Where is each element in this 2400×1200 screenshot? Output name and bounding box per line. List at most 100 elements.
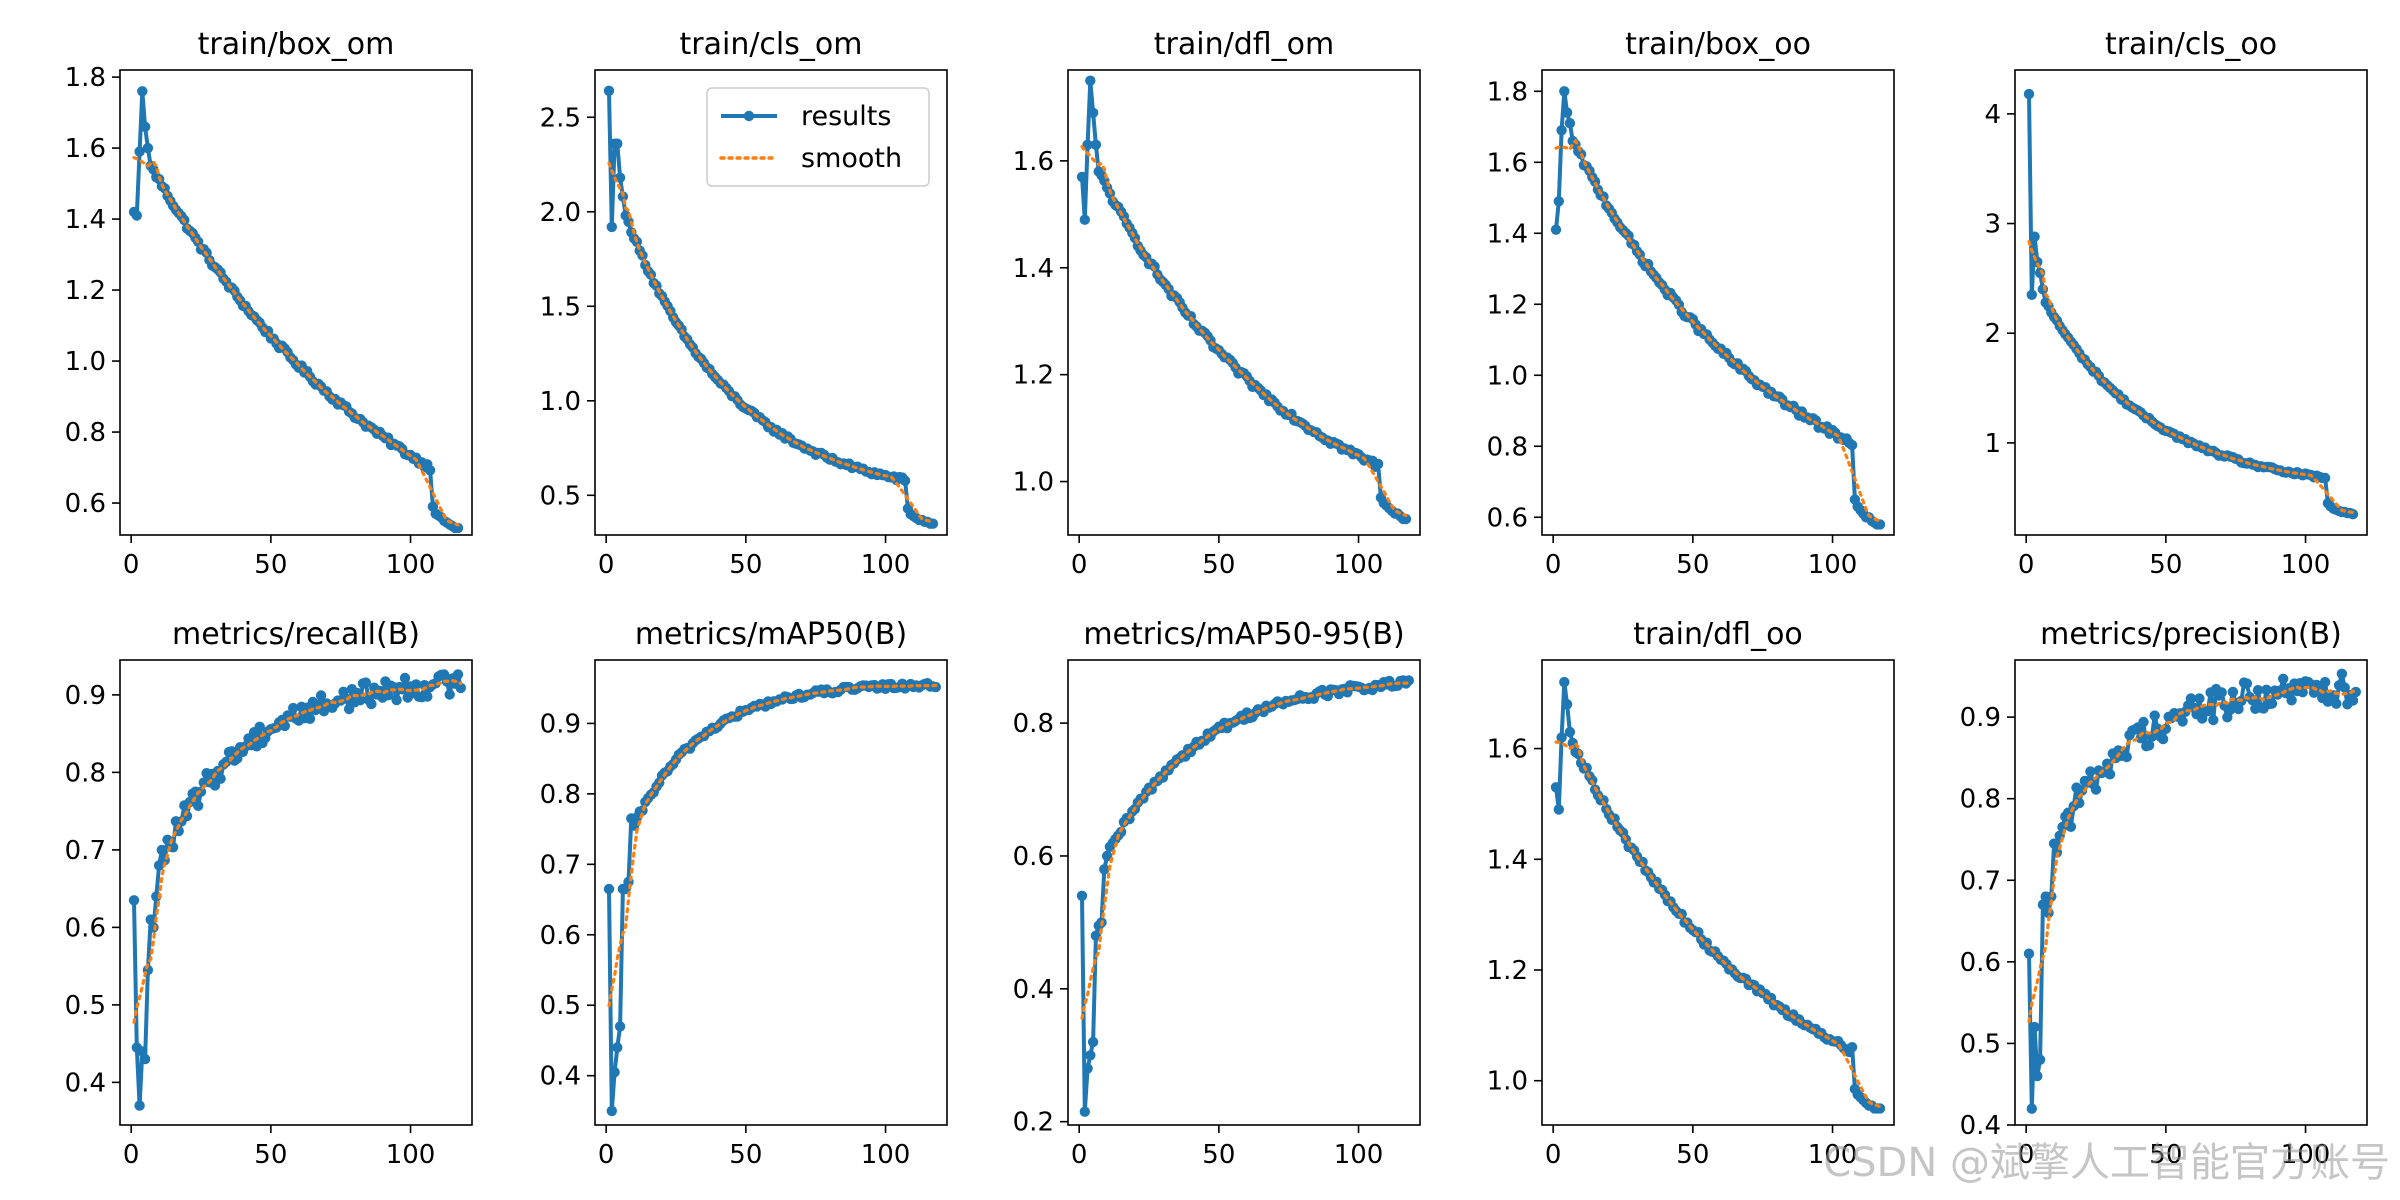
y-tick-label: 1.0: [65, 347, 106, 377]
x-tick-label: 0: [123, 1140, 140, 1170]
x-tick-label: 100: [2281, 1140, 2331, 1170]
results-point: [2032, 1070, 2043, 1082]
chart-panel-5: train/cls_oo 0 50 100 1 2 3 4: [1984, 27, 2368, 580]
chart-title: train/box_om: [198, 27, 395, 62]
y-tick-label: 1.0: [1013, 468, 1054, 498]
legend-results-label: results: [801, 101, 891, 132]
y-tick-label: 0.8: [1487, 432, 1528, 462]
results-point: [304, 713, 316, 724]
results-point: [2023, 88, 2035, 100]
y-tick-label: 0.5: [540, 991, 581, 1021]
axes-frame: [2014, 69, 2368, 536]
y-tick-label: 0.5: [1960, 1029, 2001, 1059]
results-point: [2037, 899, 2049, 910]
y-tick-label: 0.7: [540, 850, 581, 880]
results-point: [2026, 1103, 2038, 1114]
smooth-line: [1080, 681, 1411, 1020]
results-point: [1099, 864, 1110, 875]
results-point: [128, 895, 140, 906]
results-point: [145, 914, 156, 925]
results-point: [142, 142, 154, 154]
results-point: [2202, 706, 2213, 717]
results-point: [609, 1067, 620, 1078]
y-tick-label: 1.2: [65, 276, 106, 306]
results-point: [410, 679, 422, 690]
results-point: [452, 669, 464, 680]
results-point: [1101, 850, 1113, 862]
results-point: [1553, 804, 1565, 815]
results-point: [1400, 513, 1412, 525]
axes-frame: [119, 659, 473, 1126]
y-tick-label: 0.4: [540, 1062, 581, 1092]
results-point: [2286, 695, 2297, 706]
x-tick-label: 100: [1334, 550, 1384, 580]
x-tick-label: 50: [1202, 550, 1235, 580]
y-tick-label: 0.4: [1013, 975, 1054, 1005]
x-tick-label: 50: [254, 550, 287, 580]
results-point: [1846, 439, 1858, 451]
x-tick-label: 100: [1808, 1140, 1858, 1170]
y-tick-label: 1.6: [1487, 735, 1528, 765]
y-tick-label: 1.0: [1487, 361, 1528, 391]
y-tick-label: 0.6: [65, 913, 106, 943]
results-point: [612, 1042, 623, 1053]
results-point: [2104, 769, 2116, 780]
results-line: [1080, 678, 1411, 1114]
x-tick-label: 100: [386, 550, 436, 580]
results-point: [2048, 838, 2060, 849]
y-tick-label: 1.6: [1013, 147, 1054, 177]
results-point: [1076, 171, 1088, 183]
results-point: [366, 698, 377, 710]
y-tick-label: 0.8: [540, 780, 581, 810]
results-point: [930, 681, 941, 693]
y-tick-label: 0.8: [1013, 709, 1054, 739]
y-tick-label: 3: [1984, 210, 2001, 240]
results-point: [2208, 714, 2219, 726]
y-tick-label: 0.5: [540, 481, 581, 511]
axes-frame: [2014, 659, 2368, 1126]
x-tick-label: 50: [1676, 1140, 1709, 1170]
y-tick-label: 0.4: [65, 1068, 106, 1098]
axes-frame: [1067, 69, 1421, 536]
y-tick-label: 1.4: [65, 205, 106, 235]
y-tick-label: 0.6: [1013, 842, 1054, 872]
results-point: [254, 721, 265, 732]
y-tick-label: 4: [1984, 100, 2001, 130]
x-tick-label: 100: [386, 1140, 436, 1170]
y-tick-label: 1.4: [1487, 845, 1528, 875]
y-tick-label: 2.0: [540, 198, 581, 228]
results-point: [2216, 687, 2227, 698]
smooth-line: [607, 161, 935, 524]
chart-legend: results smooth: [706, 87, 930, 187]
y-tick-label: 1: [1984, 429, 2001, 459]
results-point: [2350, 686, 2361, 698]
results-point: [355, 695, 366, 706]
results-point: [1564, 118, 1576, 129]
chart-panel-10: metrics/precision(B) 0 50 100 0.4 0.5 0.6 0.7 0.…: [1960, 617, 2368, 1170]
results-point: [391, 694, 402, 706]
csdn-watermark: CSDN @斌擎人工智能官方账号: [1823, 1140, 2390, 1186]
results-point: [1559, 676, 1570, 688]
y-tick-label: 0.5: [65, 991, 106, 1021]
x-tick-label: 50: [2149, 550, 2182, 580]
results-line: [2027, 671, 2358, 1111]
results-point: [2224, 704, 2236, 716]
results-point: [2252, 685, 2264, 696]
results-point: [1085, 1050, 1096, 1061]
y-tick-label: 0.6: [1487, 503, 1528, 533]
x-tick-label: 0: [2018, 550, 2035, 580]
y-tick-label: 0.7: [65, 836, 106, 866]
results-point: [2121, 751, 2132, 763]
results-point: [1676, 908, 1687, 920]
results-point: [137, 86, 148, 97]
results-point: [2278, 673, 2289, 684]
axes-frame: [1067, 659, 1421, 1126]
results-point: [2023, 948, 2035, 959]
y-tick-label: 0.8: [65, 418, 106, 448]
results-point: [2177, 716, 2188, 727]
results-point: [1556, 732, 1567, 743]
chart-panel-7: metrics/mAP50(B) 0 50 100 0.4 0.5 0.6 0.7 0.8 0.9: [540, 617, 948, 1170]
results-line: [2027, 94, 2354, 517]
results-point: [603, 883, 615, 895]
